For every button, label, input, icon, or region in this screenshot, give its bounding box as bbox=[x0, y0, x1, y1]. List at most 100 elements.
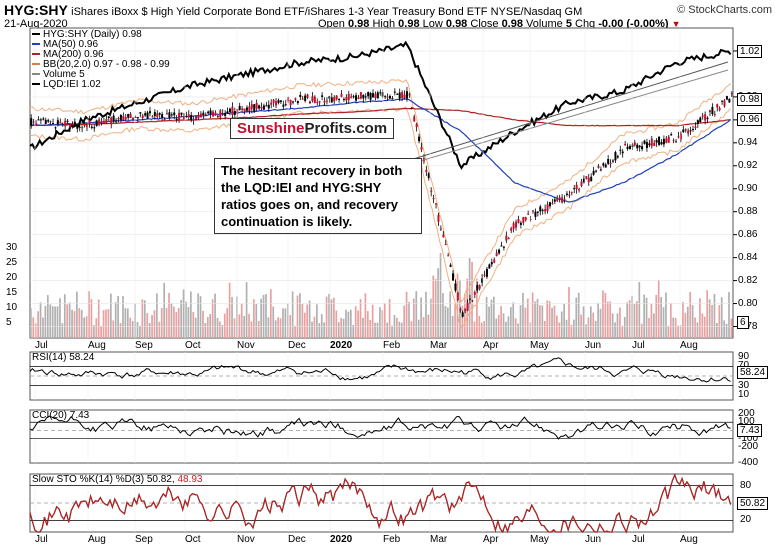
brand: © StockCharts.com bbox=[677, 4, 772, 16]
volume-bar bbox=[182, 289, 185, 338]
price-candle-body bbox=[350, 96, 353, 98]
price-candle-body bbox=[156, 113, 159, 118]
price-candle-body bbox=[641, 146, 644, 150]
price-candle-body bbox=[466, 302, 469, 311]
volume-bar bbox=[265, 294, 267, 338]
volume-bar bbox=[575, 297, 578, 338]
price-candle-body bbox=[517, 219, 520, 223]
price-candle-body bbox=[170, 114, 173, 116]
volume-bar bbox=[473, 321, 476, 338]
annotation-box: The hesitant recovery in both the LQD:IE… bbox=[214, 158, 422, 234]
price-candle-body bbox=[384, 96, 387, 98]
price-candle-body bbox=[532, 210, 535, 212]
price-candle-body bbox=[42, 118, 45, 120]
price-candle-body bbox=[468, 298, 471, 300]
volume-bar bbox=[703, 316, 706, 338]
price-candle-body bbox=[204, 114, 207, 116]
volume-bar bbox=[325, 296, 328, 338]
volume-bar bbox=[449, 291, 452, 338]
volume-bar bbox=[160, 308, 163, 338]
x-axis-label-bottom: May bbox=[530, 534, 549, 545]
volume-bar bbox=[226, 308, 229, 338]
price-candle-body bbox=[604, 164, 607, 168]
volume-bar bbox=[546, 300, 549, 338]
cci-axis-label: -200 bbox=[738, 440, 759, 452]
volume-bar bbox=[168, 293, 170, 338]
price-candle-body bbox=[430, 190, 433, 192]
price-candle-body bbox=[660, 142, 663, 145]
x-axis-label-bottom: 2020 bbox=[330, 534, 353, 545]
volume-bar bbox=[139, 325, 141, 338]
volume-bar bbox=[240, 303, 243, 338]
volume-bar bbox=[573, 319, 575, 338]
volume-bar bbox=[32, 317, 35, 338]
volume-bar bbox=[61, 323, 64, 338]
volume-axis-label: 30 bbox=[6, 242, 18, 253]
legend-label: LQD:IEI 1.02 bbox=[43, 79, 101, 90]
price-candle-body bbox=[192, 119, 195, 121]
volume-bar bbox=[163, 282, 166, 338]
price-candle-body bbox=[696, 120, 699, 124]
volume-bar bbox=[713, 293, 716, 338]
logo-part-a: Sunshine bbox=[237, 120, 305, 137]
volume-bar bbox=[677, 325, 679, 338]
volume-bar bbox=[403, 305, 406, 338]
price-candle-body bbox=[54, 127, 57, 129]
x-axis-label: Jul bbox=[35, 340, 48, 351]
volume-bar bbox=[514, 318, 517, 338]
volume-bar bbox=[725, 323, 728, 338]
price-candle-body bbox=[490, 262, 493, 265]
price-candle-body bbox=[260, 106, 263, 109]
volume-bar bbox=[568, 287, 570, 338]
volume-bar bbox=[95, 318, 98, 338]
price-candle-body bbox=[582, 178, 585, 183]
volume-bar bbox=[68, 302, 71, 338]
price-candle-body bbox=[437, 215, 440, 222]
price-candle-body bbox=[195, 116, 198, 120]
price-candle-body bbox=[197, 115, 200, 119]
volume-bar bbox=[456, 273, 459, 338]
x-axis-label-bottom: Sep bbox=[135, 534, 153, 545]
price-candle-body bbox=[93, 127, 96, 129]
volume-bar bbox=[526, 298, 529, 338]
price-candle-body bbox=[228, 108, 231, 112]
volume-bar bbox=[66, 304, 69, 338]
volume-bar bbox=[311, 321, 313, 338]
price-candle-body bbox=[658, 136, 661, 145]
price-candle-body bbox=[689, 130, 692, 132]
price-axis-label: 0.86 bbox=[738, 228, 758, 240]
x-axis-label-bottom: Aug bbox=[88, 534, 106, 545]
volume-bar bbox=[463, 293, 466, 338]
price-candle-body bbox=[546, 204, 549, 211]
price-candle-body bbox=[313, 96, 316, 104]
price-candle-body bbox=[115, 120, 118, 122]
price-candle-body bbox=[609, 162, 612, 164]
price-candle-body bbox=[306, 94, 309, 98]
volume-bar bbox=[606, 301, 609, 338]
legend-item: MA(200) 0.96 bbox=[32, 50, 104, 60]
volume-bar bbox=[267, 317, 270, 338]
volume-bar bbox=[379, 307, 381, 338]
volume-bar bbox=[294, 325, 296, 338]
price-candle-body bbox=[224, 113, 227, 116]
volume-bar bbox=[594, 320, 597, 338]
price-candle-body bbox=[442, 234, 445, 237]
price-candle-body bbox=[621, 151, 624, 154]
volume-bar bbox=[228, 282, 231, 338]
price-candle-body bbox=[325, 100, 328, 102]
price-candle-body bbox=[464, 309, 467, 312]
price-candle-body bbox=[340, 93, 343, 97]
volume-bar bbox=[105, 309, 107, 338]
price-candle-body bbox=[452, 273, 455, 281]
volume-bar bbox=[582, 306, 585, 338]
price-candle-body bbox=[64, 120, 67, 127]
volume-axis-label: 20 bbox=[6, 272, 18, 283]
volume-bar bbox=[425, 291, 427, 338]
open-value: 0.98 bbox=[347, 18, 370, 30]
price-candle-body bbox=[318, 101, 321, 103]
volume-bar bbox=[536, 298, 539, 338]
volume-bar bbox=[233, 318, 236, 338]
volume-bar bbox=[245, 282, 248, 338]
price-candle-body bbox=[682, 129, 685, 133]
price-candle-body bbox=[478, 285, 481, 289]
